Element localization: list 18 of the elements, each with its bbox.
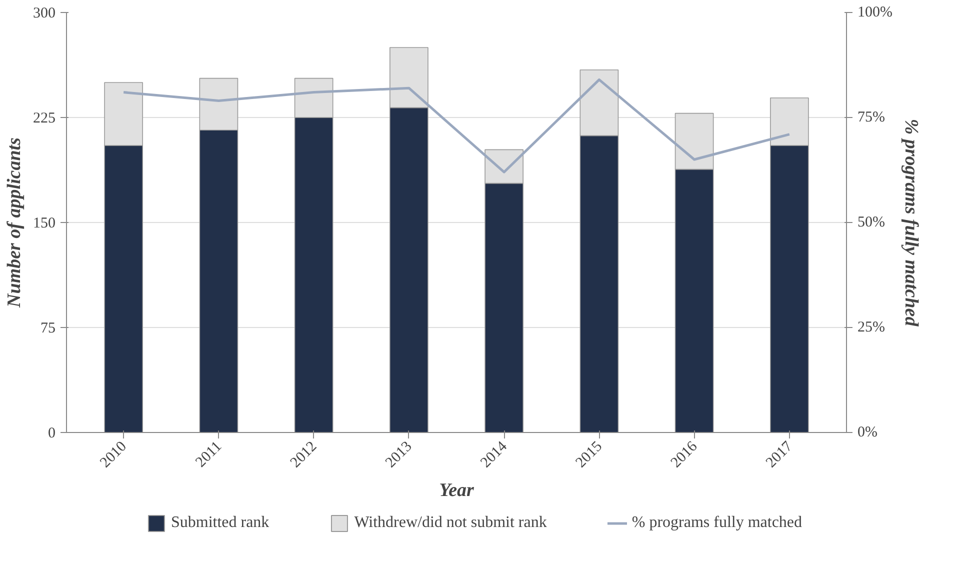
y-tick-label: 225 <box>33 110 56 126</box>
y2-tick-label: 25% <box>858 320 885 336</box>
y-tick-label: 75 <box>40 320 56 336</box>
y2-tick-label: 0% <box>858 424 878 440</box>
y2-axis-title: % programs fully matched <box>900 118 922 327</box>
x-axis-title: Year <box>439 480 475 501</box>
y2-tick-label: 75% <box>858 110 885 126</box>
y-tick-label: 0 <box>48 426 56 442</box>
legend-label: Withdrew/did not submit rank <box>354 514 547 532</box>
y-axis-title: Number of applicants <box>4 138 25 308</box>
line-series <box>122 78 791 174</box>
x-tick-label: 2011 <box>192 438 226 471</box>
legend-label: % programs fully matched <box>632 514 802 532</box>
y-tick-label: 300 <box>33 6 56 22</box>
y2-tick-label: 100% <box>858 4 892 20</box>
y2-tick-label: 50% <box>858 214 885 230</box>
y-tick-label: 150 <box>33 216 56 232</box>
legend-label: Submitted rank <box>170 514 270 532</box>
